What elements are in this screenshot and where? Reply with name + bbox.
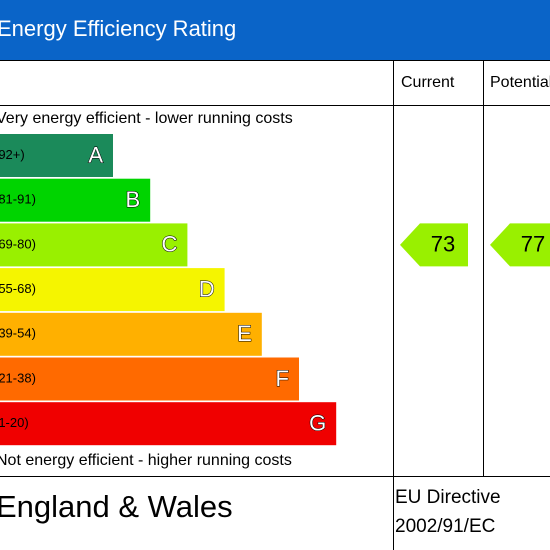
column-header: Current: [401, 74, 455, 91]
directive-code: 2002/91/EC: [395, 516, 495, 537]
column-header: Potential: [490, 74, 550, 91]
band-bar: [0, 223, 188, 267]
band-range: (92+): [0, 147, 25, 162]
region: England & Wales: [0, 489, 233, 524]
bands: (92+) A (81-91) B (69-80) C (55-68) D (39-54) E (2…: [0, 134, 337, 446]
band-letter: F: [276, 366, 289, 391]
band-bar: [0, 268, 225, 312]
band-letter: A: [88, 142, 103, 167]
band-letter: E: [237, 321, 252, 346]
band-bar: [0, 357, 299, 401]
title: Energy Efficiency Rating: [0, 16, 236, 41]
rating-arrow: [400, 223, 468, 267]
band-bar: [0, 312, 262, 356]
band-range: (81-91): [0, 192, 36, 207]
band-bar: [0, 178, 151, 222]
table-lines: [0, 60, 550, 550]
title-bar: [0, 0, 550, 60]
band-range: (55-68): [0, 281, 36, 296]
rating-arrows: 73 77: [400, 223, 550, 267]
band-range: (39-54): [0, 326, 36, 341]
band-range: (69-80): [0, 236, 36, 251]
rating-value: 77: [521, 232, 545, 257]
band-letter: G: [309, 411, 326, 436]
directive-label: EU Directive: [395, 487, 501, 508]
top-note: Very energy efficient - lower running co…: [0, 110, 293, 127]
rating-value: 73: [431, 232, 455, 257]
rating-arrow: [490, 223, 550, 267]
band-letter: D: [199, 276, 215, 301]
band-bar: [0, 402, 337, 446]
bottom-note: Not energy efficient - higher running co…: [0, 452, 292, 469]
band-letter: C: [162, 232, 178, 257]
band-letter: B: [126, 187, 141, 212]
band-range: (21-38): [0, 370, 36, 385]
band-range: (1-20): [0, 415, 29, 430]
band-bar: [0, 134, 113, 177]
